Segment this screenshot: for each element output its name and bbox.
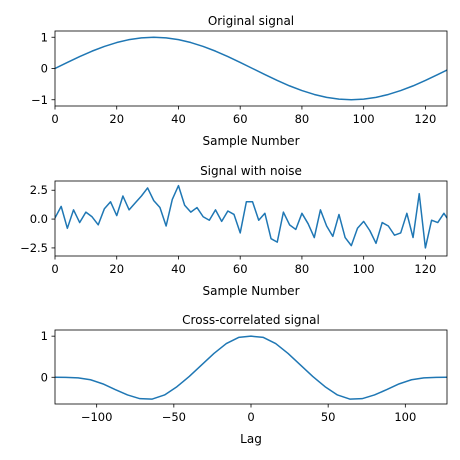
noisy-x-tick-label: 20	[109, 262, 124, 276]
noisy-x-tick-label: 120	[414, 262, 436, 276]
original-x-tick-label: 0	[51, 112, 58, 126]
original-title: Original signal	[208, 14, 294, 28]
original-x-tick-label: 120	[414, 112, 436, 126]
xcorr-y-tick-label: 1	[41, 329, 48, 343]
xcorr-panel: Cross-correlated signal −100 −50 0 50 100 0 1 La…	[41, 313, 448, 446]
noisy-y-tick-label: 2.5	[30, 183, 48, 197]
noisy-x-tick-label: 0	[51, 262, 58, 276]
xcorr-title: Cross-correlated signal	[182, 313, 320, 327]
noisy-axes-frame	[54, 180, 448, 257]
xcorr-x-axis-label: Lag	[240, 432, 262, 446]
original-x-tick-label: 80	[295, 112, 310, 126]
noisy-panel: Signal with noise 0 20 40 60 80 100 120 −2.5 0.0 2…	[20, 164, 448, 298]
xcorr-x-tick-label: 100	[394, 410, 416, 424]
noisy-x-tick-label: 60	[233, 262, 248, 276]
xcorr-x-tick-label: 50	[321, 410, 336, 424]
noisy-series-line	[55, 184, 447, 249]
xcorr-y-tick-label: 0	[41, 370, 48, 384]
original-y-tick-label: −1	[31, 93, 48, 107]
noisy-x-tick-label: 100	[353, 262, 375, 276]
noisy-x-tick-label: 40	[171, 262, 186, 276]
original-x-tick-label: 20	[109, 112, 124, 126]
noisy-y-tick-label: −2.5	[20, 241, 48, 255]
original-x-tick-label: 40	[171, 112, 186, 126]
original-x-axis-label: Sample Number	[202, 134, 299, 148]
noisy-y-tick-label: 0.0	[30, 212, 48, 226]
original-y-tick-label: 0	[41, 62, 48, 76]
xcorr-x-tick-label: −100	[81, 410, 113, 424]
xcorr-series-line	[55, 335, 447, 400]
original-series-line	[55, 36, 447, 101]
original-x-tick-label: 100	[353, 112, 375, 126]
original-y-tick-label: 1	[41, 30, 48, 44]
original-x-tick-label: 60	[233, 112, 248, 126]
xcorr-axes-frame	[54, 329, 448, 405]
noisy-title: Signal with noise	[200, 164, 302, 178]
xcorr-x-tick-label: −50	[162, 410, 186, 424]
xcorr-x-tick-label: 0	[247, 410, 254, 424]
noisy-x-axis-label: Sample Number	[202, 284, 299, 298]
noisy-x-tick-label: 80	[295, 262, 310, 276]
